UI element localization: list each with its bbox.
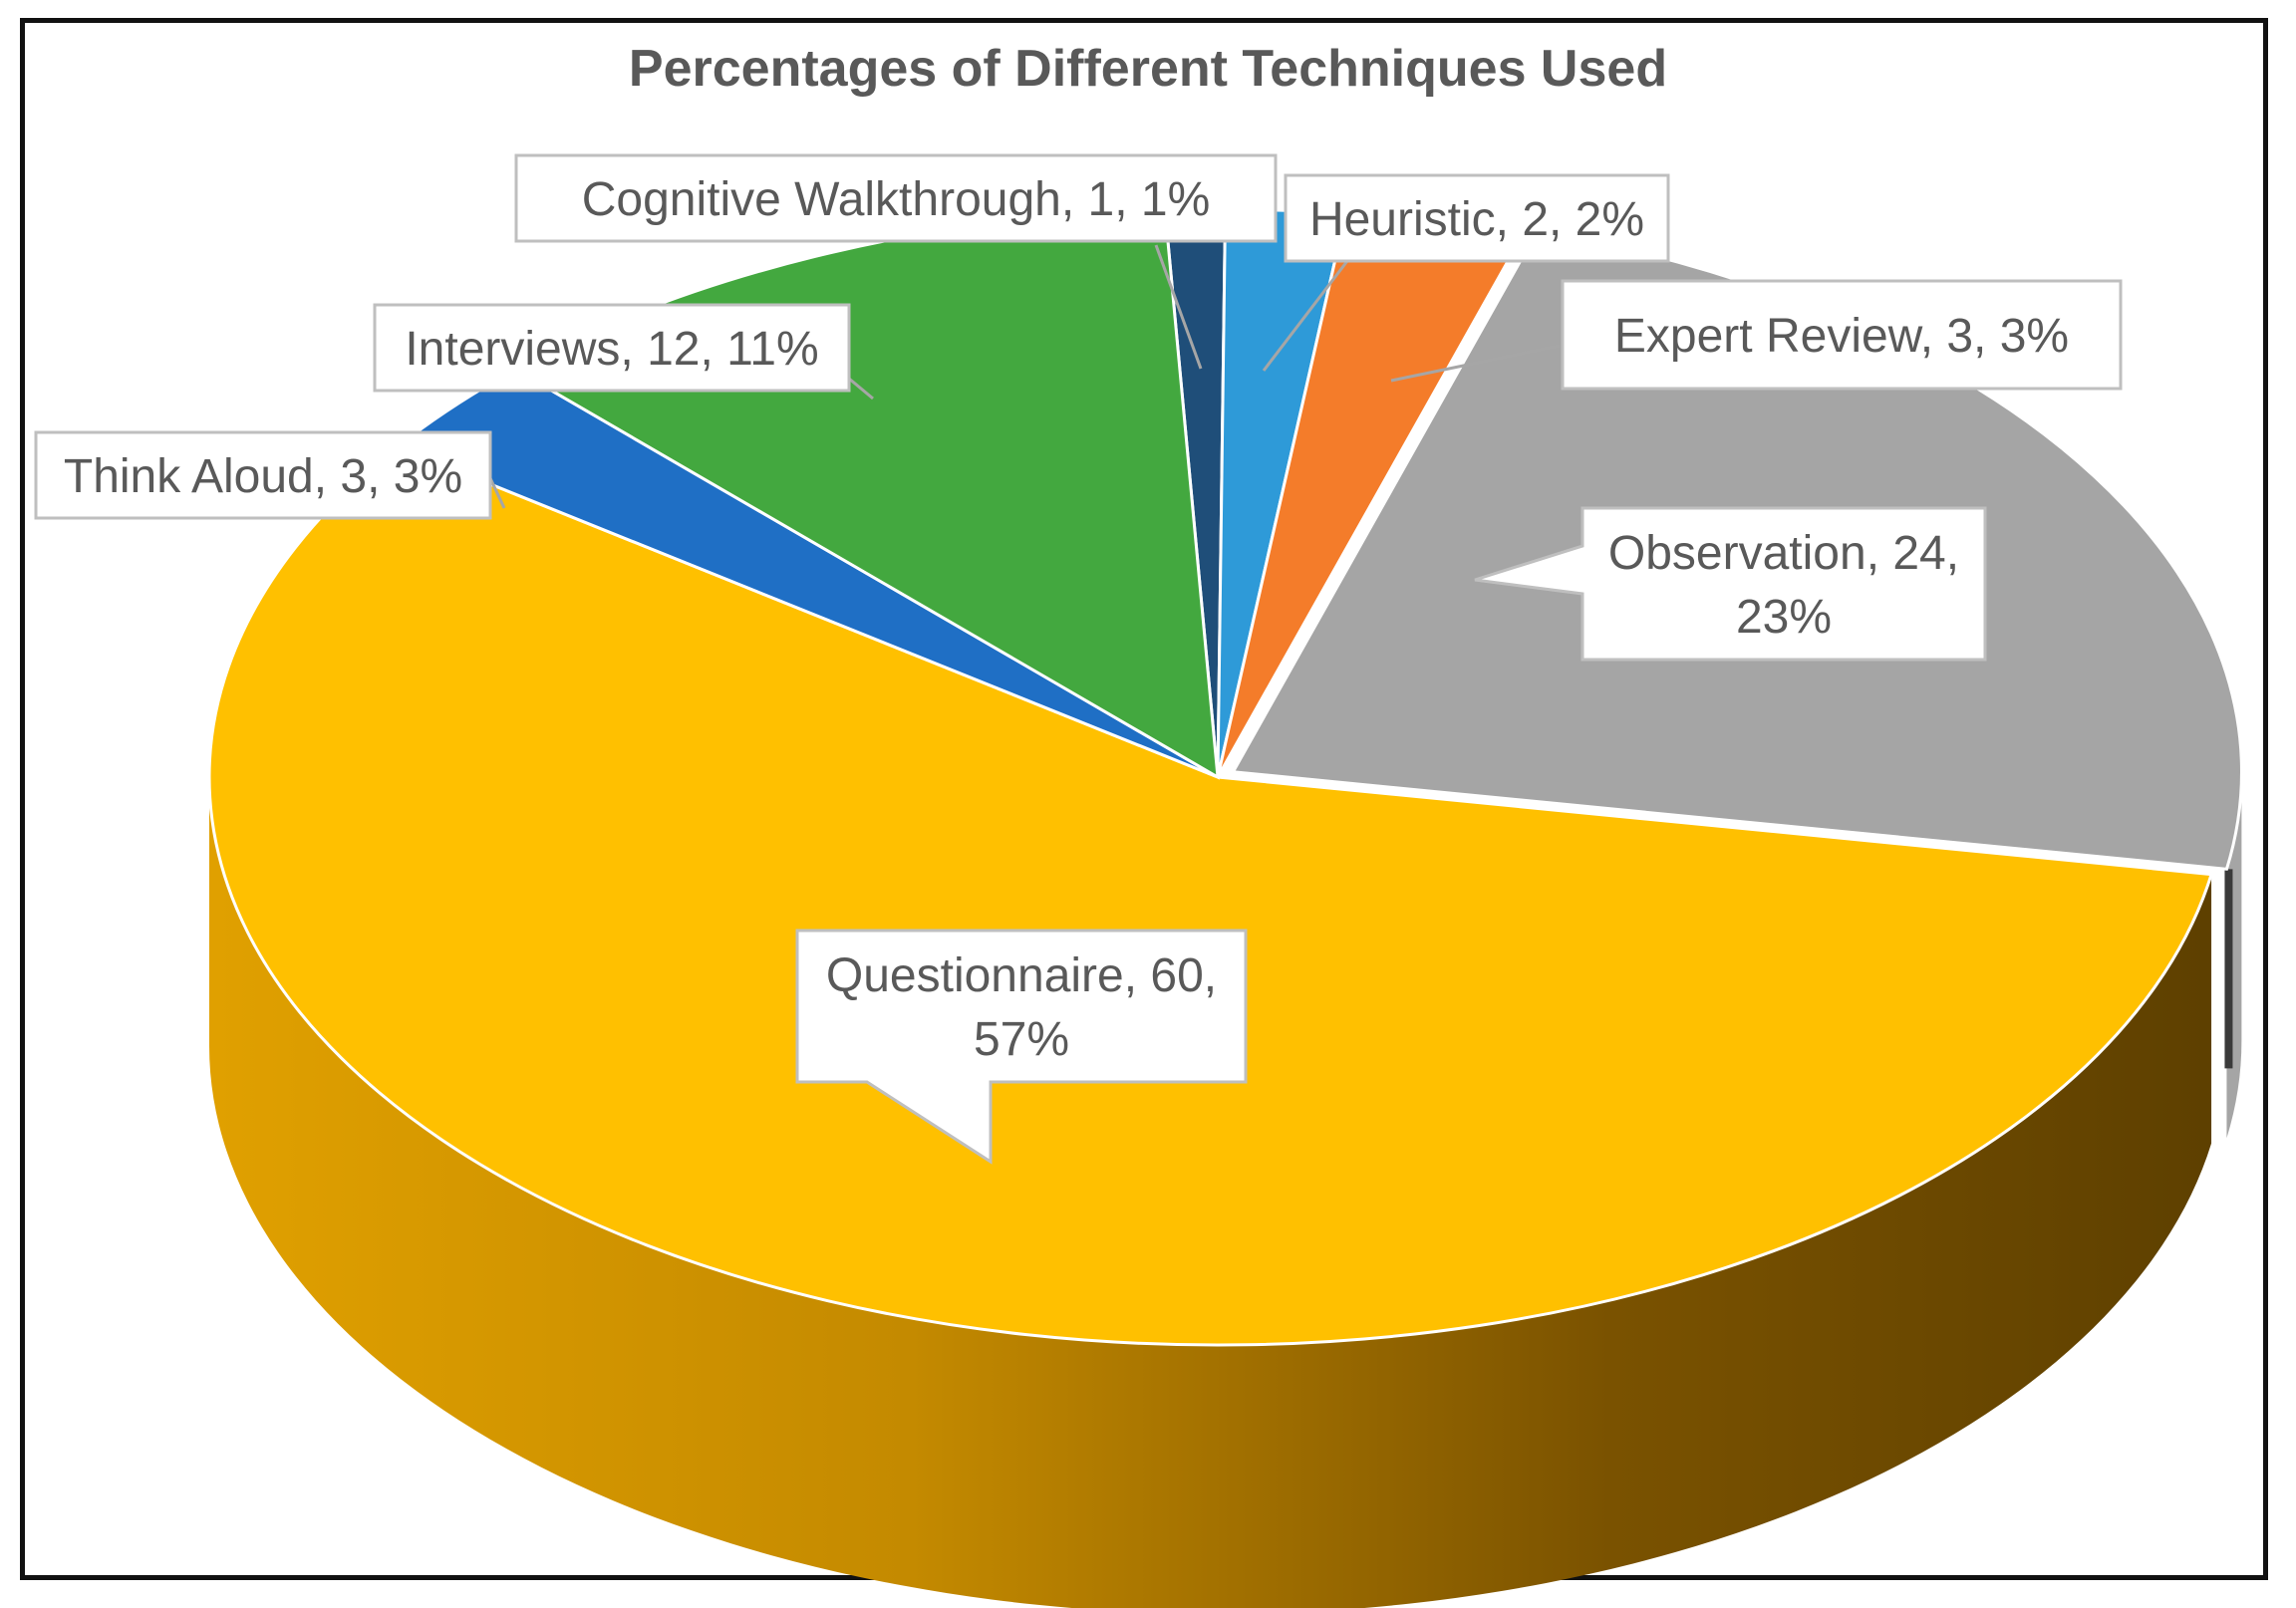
leader-line-heuristic [1262, 260, 1349, 372]
slice-edge-observation [2224, 869, 2233, 1069]
callout-box-cognitive-walkthrough [514, 153, 1278, 243]
data-label-text-observation-2: 23% [1736, 591, 1832, 644]
pie-side-layer [209, 771, 2242, 1608]
callout-box-think-aloud [34, 430, 492, 520]
data-label-heuristic: Heuristic, 2, 2% [1284, 173, 1670, 263]
callout-box-observation [1474, 506, 1987, 662]
chart-title: Percentages of Different Techniques Used [629, 40, 1667, 98]
callout-box-heuristic [1284, 173, 1670, 263]
data-label-text-expert-review: Expert Review, 3, 3% [1614, 310, 2069, 363]
leader-line-cognitive-walkthrough [1154, 244, 1203, 370]
data-labels: Cognitive Walkthrough, 1, 1% Heuristic, 2… [34, 153, 2123, 1165]
data-label-interviews: Interviews, 12, 11% [373, 303, 851, 393]
data-label-cognitive-walkthrough: Cognitive Walkthrough, 1, 1% [514, 153, 1278, 243]
data-label-text-think-aloud: Think Aloud, 3, 3% [64, 450, 462, 503]
leader-line-expert-review [1390, 343, 1566, 383]
data-label-text-heuristic: Heuristic, 2, 2% [1309, 193, 1644, 246]
pie-slice-questionnaire [207, 444, 2214, 1347]
data-label-text-interviews: Interviews, 12, 11% [405, 323, 818, 376]
data-label-questionnaire: Questionnaire, 60, 57% [795, 929, 1248, 1165]
data-label-text-questionnaire-2: 57% [974, 1013, 1069, 1066]
data-label-think-aloud: Think Aloud, 3, 3% [34, 430, 492, 520]
slice-side-questionnaire [209, 777, 2212, 1608]
data-label-text-cognitive-walkthrough: Cognitive Walkthrough, 1, 1% [582, 173, 1211, 226]
callout-box-interviews [373, 303, 851, 393]
data-label-observation: Observation, 24, 23% [1474, 506, 1987, 662]
leader-line-interviews [848, 377, 874, 401]
pie-top-layer [207, 207, 2243, 1347]
data-label-text-questionnaire-1: Questionnaire, 60, [826, 949, 1217, 1002]
data-label-expert-review: Expert Review, 3, 3% [1561, 279, 2123, 391]
data-label-text-observation-1: Observation, 24, [1608, 527, 1959, 580]
leader-lines [488, 244, 1566, 509]
callout-box-questionnaire [795, 929, 1248, 1165]
leader-line-think-aloud [488, 477, 506, 509]
callout-box-expert-review [1561, 279, 2123, 391]
